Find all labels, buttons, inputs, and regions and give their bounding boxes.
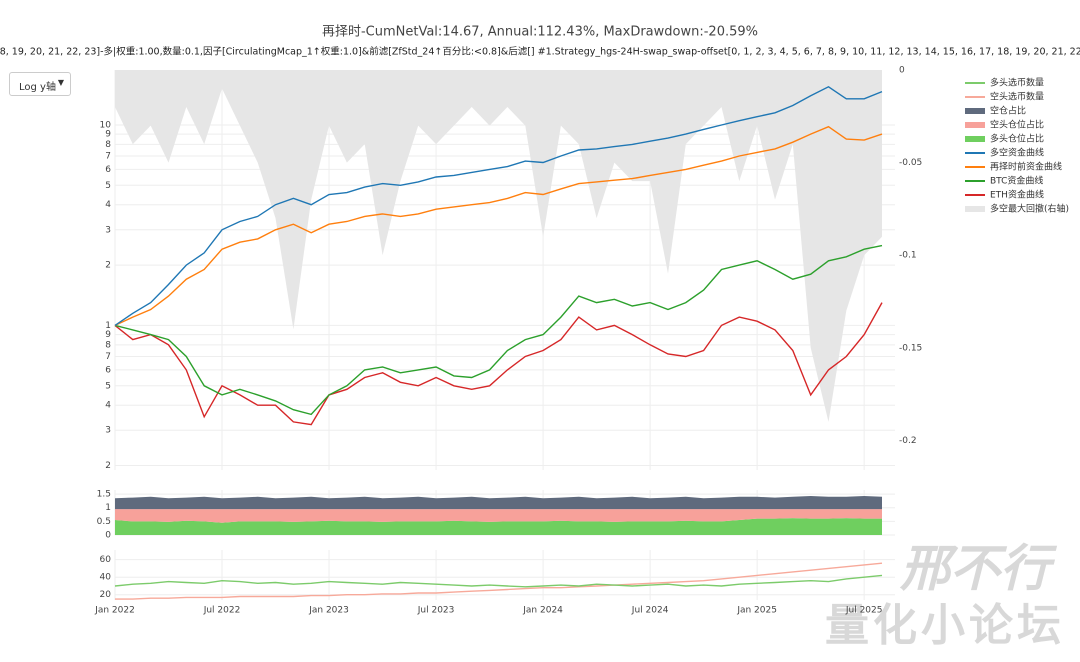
- legend-label: 再择时前资金曲线: [990, 161, 1062, 173]
- y-tick-label: 5: [105, 381, 111, 391]
- legend-label: BTC资金曲线: [990, 175, 1043, 187]
- y-tick-label: 1: [105, 503, 111, 513]
- legend-label: 空头选币数量: [990, 91, 1044, 103]
- y2-tick-label: -0.15: [899, 343, 922, 353]
- series-line: [114, 302, 883, 426]
- y-tick-label: 2: [105, 461, 111, 471]
- y-tick-label: 9: [105, 330, 111, 340]
- y-tick-label: 20: [100, 590, 112, 600]
- y2-tick-label: 0: [899, 66, 905, 76]
- stacked-area: [115, 496, 882, 510]
- y-tick-label: 4: [105, 401, 111, 411]
- y-tick-label: 7: [105, 352, 111, 362]
- y-tick-label: 3: [105, 426, 111, 436]
- x-tick-label: Jul 2024: [631, 606, 669, 616]
- y2-tick-label: -0.1: [899, 251, 917, 261]
- chart-title: 再择时-CumNetVal:14.67, Annual:112.43%, Max…: [322, 25, 758, 40]
- y-tick-label: 1: [105, 321, 111, 331]
- scale-dropdown[interactable]: Log y轴: [9, 72, 71, 96]
- chart-subtitle: 5, 17, 18, 19, 20, 21, 22, 23]-多|权重:1.00…: [0, 46, 1080, 58]
- stacked-area: [115, 509, 882, 523]
- x-tick-label: Jan 2023: [308, 606, 349, 616]
- y-tick-label: 7: [105, 152, 111, 162]
- series-line: [114, 125, 883, 327]
- x-tick-label: Jan 2024: [522, 606, 563, 616]
- y-tick-label: 4: [105, 200, 111, 210]
- x-tick-label: Jan 2025: [736, 606, 777, 616]
- y-tick-label: 8: [105, 140, 111, 150]
- y-tick-label: 2: [105, 261, 111, 271]
- x-tick-label: Jul 2023: [417, 606, 455, 616]
- legend-label: 多空最大回撤(右轴): [990, 203, 1069, 215]
- y-tick-label: 9: [105, 130, 111, 140]
- series-line: [114, 85, 883, 326]
- y-tick-label: 60: [100, 555, 112, 565]
- y2-tick-label: -0.2: [899, 436, 917, 446]
- drawdown-area: [115, 70, 882, 422]
- legend-label: 多头选币数量: [990, 77, 1044, 89]
- y-tick-label: 3: [105, 225, 111, 235]
- legend-label: 空头仓位占比: [990, 119, 1044, 131]
- series-line: [114, 244, 883, 416]
- series-line: [114, 574, 883, 588]
- y2-tick-label: -0.05: [899, 158, 922, 168]
- y-tick-label: 0: [105, 531, 111, 541]
- y-tick-label: 5: [105, 181, 111, 191]
- watermark: 邢不行: [899, 540, 1058, 598]
- legend-label: 多空资金曲线: [990, 147, 1044, 159]
- legend-label: 多头仓位占比: [990, 133, 1044, 145]
- y-tick-label: 40: [100, 573, 112, 583]
- series-line: [115, 562, 883, 600]
- x-tick-label: Jul 2025: [845, 606, 883, 616]
- legend-label: ETH资金曲线: [990, 189, 1044, 201]
- x-tick-label: Jan 2022: [94, 606, 135, 616]
- watermark: 量化小论坛: [825, 600, 1065, 651]
- legend-label: 空仓占比: [990, 105, 1026, 117]
- x-tick-label: Jul 2022: [203, 606, 241, 616]
- y-tick-label: 1.5: [97, 490, 111, 500]
- y-tick-label: 8: [105, 340, 111, 350]
- y-tick-label: 0.5: [97, 517, 111, 527]
- y-tick-label: 6: [105, 165, 111, 175]
- y-tick-label: 10: [100, 120, 112, 130]
- y-tick-label: 6: [105, 365, 111, 375]
- stacked-area: [115, 518, 882, 535]
